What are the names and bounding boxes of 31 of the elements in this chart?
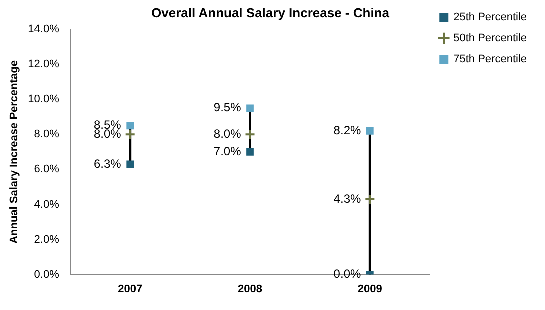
y-tick-label: 12.0%: [28, 58, 60, 71]
point: [244, 129, 256, 140]
x-tick-label: 2007: [118, 283, 143, 296]
data-label: 8.2%: [334, 123, 362, 138]
data-label: 0.0%: [334, 267, 362, 282]
data-label: 4.3%: [334, 192, 362, 206]
y-tick-label: 4.0%: [34, 198, 60, 211]
y-tick-label: 0.0%: [34, 268, 60, 281]
y-axis-title: Annual Salary Increase Percentage: [8, 60, 21, 244]
legend-label: 50th Percentile: [454, 32, 528, 45]
y-tick-label: 14.0%: [28, 24, 60, 36]
x-tick-label: 2009: [358, 283, 382, 296]
y-tick-label: 2.0%: [34, 234, 60, 246]
point: [126, 122, 134, 130]
point: [124, 129, 136, 140]
point: [246, 148, 254, 156]
data-label: 7.0%: [214, 144, 242, 159]
y-tick-label: 6.0%: [34, 164, 60, 176]
legend-label: 75th Percentile: [454, 54, 528, 66]
data-label: 6.3%: [94, 156, 122, 171]
chart-title: Overall Annual Salary Increase - China: [152, 5, 390, 20]
point: [246, 104, 254, 112]
legend-label: 25th Percentile: [454, 12, 528, 24]
point: [366, 128, 374, 135]
y-tick-label: 10.0%: [28, 94, 60, 106]
x-tick-label: 2008: [238, 283, 262, 296]
data-label: 9.5%: [214, 100, 242, 115]
point: [126, 160, 134, 168]
data-label: 8.0%: [214, 127, 242, 141]
point: [364, 194, 376, 205]
y-tick-label: 8.0%: [34, 128, 60, 141]
